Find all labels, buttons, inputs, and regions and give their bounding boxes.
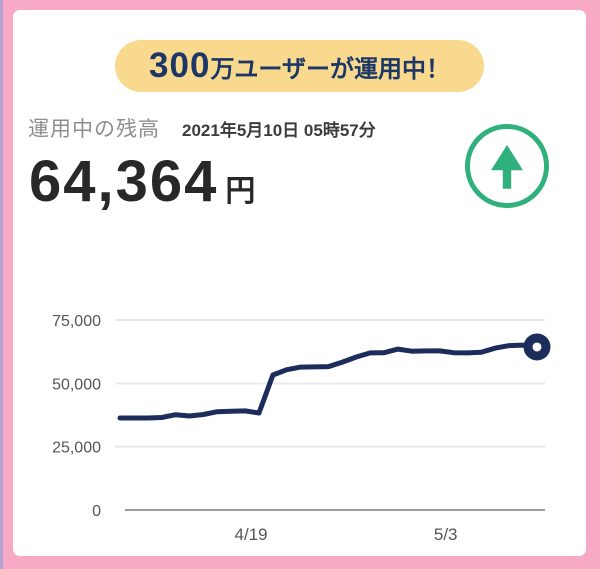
- users-banner-wrap: 300 万ユーザーが運用中！: [13, 40, 586, 92]
- users-count-badge: 300 万ユーザーが運用中！: [115, 40, 484, 92]
- currency-suffix: 円: [225, 175, 256, 208]
- y-tick-label: 75,000: [52, 313, 101, 330]
- balance-chart: 0 25,000 50,000 75,000 4/19 5/3: [25, 300, 570, 555]
- trend-up-button[interactable]: [465, 124, 549, 208]
- y-tick-label: 0: [92, 503, 101, 520]
- latest-point-marker-hole: [532, 342, 542, 352]
- balance-label: 運用中の残高: [28, 118, 160, 141]
- balance-amount-row: 64,364 円: [29, 150, 255, 214]
- users-count-text: 万ユーザーが運用中！: [210, 55, 450, 83]
- left-edge-strip: [0, 0, 3, 569]
- y-tick-label: 25,000: [52, 440, 101, 457]
- balance-line-series: [117, 342, 540, 421]
- balance-chart-svg: 0 25,000 50,000 75,000 4/19 5/3: [52, 313, 551, 544]
- balance-card: 300 万ユーザーが運用中！ 運用中の残高 2021年5月10日 05時57分 6…: [13, 10, 586, 556]
- balance-amount: 64,364: [29, 149, 219, 214]
- balance-header-row: 運用中の残高 2021年5月10日 05時57分: [28, 113, 376, 143]
- balance-timestamp: 2021年5月10日 05時57分: [182, 121, 376, 140]
- y-tick-label: 50,000: [52, 376, 101, 393]
- x-tick-label: 5/3: [434, 525, 458, 544]
- users-count-number: 300: [149, 46, 211, 85]
- x-tick-label: 4/19: [235, 525, 268, 544]
- up-arrow-icon: [475, 134, 539, 198]
